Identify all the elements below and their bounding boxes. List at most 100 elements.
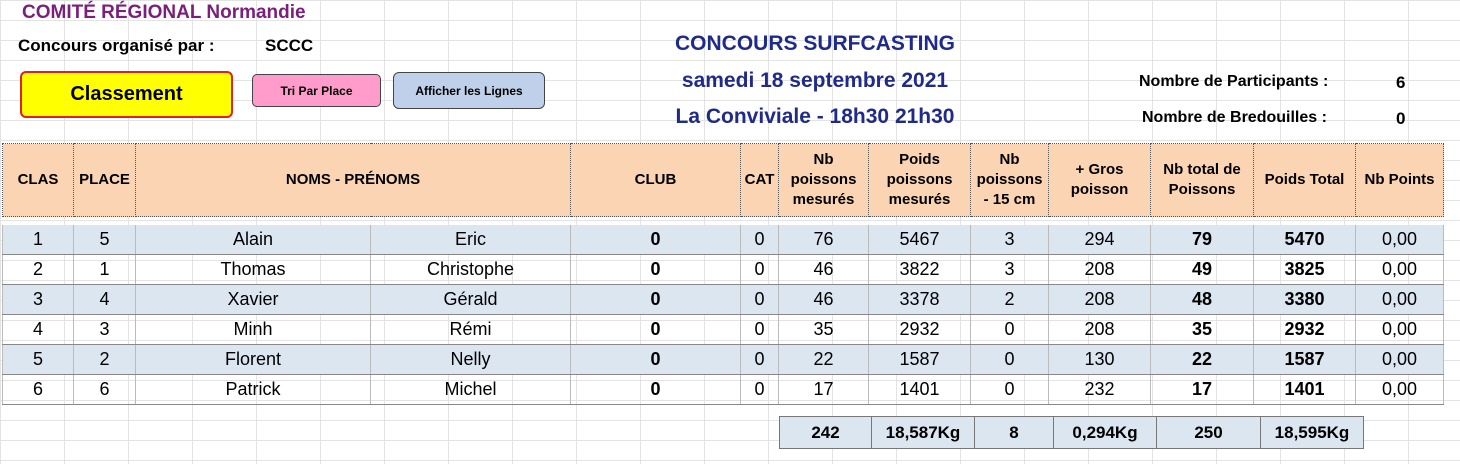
cell-poids-total[interactable]: 3825: [1253, 254, 1356, 285]
totals-row: 242 18,587Kg 8 0,294Kg 250 18,595Kg: [779, 416, 1364, 449]
cell-cat[interactable]: 0: [740, 225, 779, 255]
cell-prenom[interactable]: Christophe: [370, 254, 571, 285]
cell-gros[interactable]: 294: [1048, 225, 1151, 255]
table-row[interactable]: 3 4 Xavier Gérald 0 0 46 3378 2 208 48 3…: [2, 284, 1444, 315]
cell-nb-15[interactable]: 3: [970, 225, 1049, 255]
cell-clas[interactable]: 4: [2, 314, 74, 345]
cell-poids-total[interactable]: 1587: [1253, 344, 1356, 375]
cell-club[interactable]: 0: [570, 225, 741, 255]
table-row[interactable]: 2 1 Thomas Christophe 0 0 46 3822 3 208 …: [2, 254, 1444, 285]
cell-place[interactable]: 1: [73, 254, 136, 285]
cell-gros[interactable]: 232: [1048, 374, 1151, 405]
cell-nom[interactable]: Minh: [135, 314, 371, 345]
cell-nom[interactable]: Xavier: [135, 284, 371, 315]
cell-nb-15[interactable]: 3: [970, 254, 1049, 285]
cell-club[interactable]: 0: [570, 314, 741, 345]
cell-cat[interactable]: 0: [740, 254, 779, 285]
cell-points[interactable]: 0,00: [1355, 225, 1444, 255]
cell-nb-total[interactable]: 49: [1150, 254, 1254, 285]
cell-cat[interactable]: 0: [740, 284, 779, 315]
cell-clas[interactable]: 2: [2, 254, 74, 285]
cell-nb-mesures[interactable]: 17: [778, 374, 869, 405]
cell-poids-mesures[interactable]: 1587: [868, 344, 971, 375]
table-row[interactable]: 4 3 Minh Rémi 0 0 35 2932 0 208 35 2932 …: [2, 314, 1444, 345]
cell-nb-total[interactable]: 48: [1150, 284, 1254, 315]
cell-cat[interactable]: 0: [740, 344, 779, 375]
cell-poids-mesures[interactable]: 3822: [868, 254, 971, 285]
cell-clas[interactable]: 5: [2, 344, 74, 375]
cell-club[interactable]: 0: [570, 254, 741, 285]
cell-nb-15[interactable]: 0: [970, 344, 1049, 375]
cell-club[interactable]: 0: [570, 284, 741, 315]
cell-nb-15[interactable]: 2: [970, 284, 1049, 315]
cell-place[interactable]: 4: [73, 284, 136, 315]
cell-place[interactable]: 3: [73, 314, 136, 345]
contest-venue: La Conviviale - 18h30 21h30: [675, 105, 955, 128]
cell-clas[interactable]: 1: [2, 225, 74, 255]
cell-nb-total[interactable]: 17: [1150, 374, 1254, 405]
cell-nb-total[interactable]: 35: [1150, 314, 1254, 345]
cell-points[interactable]: 0,00: [1355, 254, 1444, 285]
total-poids-total[interactable]: 18,595Kg: [1260, 416, 1364, 449]
cell-nb-mesures[interactable]: 35: [778, 314, 869, 345]
cell-prenom[interactable]: Eric: [370, 225, 571, 255]
cell-poids-mesures[interactable]: 3378: [868, 284, 971, 315]
classement-button[interactable]: Classement: [20, 71, 233, 118]
total-nb-total[interactable]: 250: [1156, 416, 1261, 449]
cell-nb-total[interactable]: 79: [1150, 225, 1254, 255]
cell-poids-mesures[interactable]: 5467: [868, 225, 971, 255]
cell-cat[interactable]: 0: [740, 314, 779, 345]
cell-prenom[interactable]: Rémi: [370, 314, 571, 345]
cell-nb-mesures[interactable]: 22: [778, 344, 869, 375]
cell-nb-15[interactable]: 0: [970, 314, 1049, 345]
cell-points[interactable]: 0,00: [1355, 284, 1444, 315]
cell-nb-15[interactable]: 0: [970, 374, 1049, 405]
cell-poids-mesures[interactable]: 1401: [868, 374, 971, 405]
cell-nom[interactable]: Patrick: [135, 374, 371, 405]
cell-nb-mesures[interactable]: 46: [778, 284, 869, 315]
cell-nom[interactable]: Florent: [135, 344, 371, 375]
cell-nom[interactable]: Thomas: [135, 254, 371, 285]
cell-nb-mesures[interactable]: 76: [778, 225, 869, 255]
cell-club[interactable]: 0: [570, 374, 741, 405]
cell-clas[interactable]: 6: [2, 374, 74, 405]
cell-place[interactable]: 6: [73, 374, 136, 405]
cell-cat[interactable]: 0: [740, 374, 779, 405]
cell-gros[interactable]: 208: [1048, 284, 1151, 315]
header-noms: NOMS - PRÉNOMS: [135, 143, 571, 217]
tri-par-place-button[interactable]: Tri Par Place: [252, 74, 381, 107]
header-nb-15: Nb poissons - 15 cm: [970, 143, 1049, 217]
cell-clas[interactable]: 3: [2, 284, 74, 315]
contest-date: samedi 18 septembre 2021: [681, 69, 949, 92]
table-row[interactable]: 5 2 Florent Nelly 0 0 22 1587 0 130 22 1…: [2, 344, 1444, 375]
cell-points[interactable]: 0,00: [1355, 314, 1444, 345]
cell-prenom[interactable]: Nelly: [370, 344, 571, 375]
table-row[interactable]: 1 5 Alain Eric 0 0 76 5467 3 294 79 5470…: [2, 225, 1444, 255]
total-poids-mesures[interactable]: 18,587Kg: [871, 416, 975, 449]
header-points: Nb Points: [1355, 143, 1444, 217]
cell-place[interactable]: 5: [73, 225, 136, 255]
afficher-lignes-button[interactable]: Afficher les Lignes: [393, 72, 545, 109]
total-gros[interactable]: 0,294Kg: [1053, 416, 1157, 449]
cell-poids-total[interactable]: 5470: [1253, 225, 1356, 255]
cell-poids-mesures[interactable]: 2932: [868, 314, 971, 345]
cell-place[interactable]: 2: [73, 344, 136, 375]
cell-gros[interactable]: 208: [1048, 254, 1151, 285]
cell-prenom[interactable]: Gérald: [370, 284, 571, 315]
total-nb-mesures[interactable]: 242: [779, 416, 872, 449]
cell-points[interactable]: 0,00: [1355, 344, 1444, 375]
cell-nom[interactable]: Alain: [135, 225, 371, 255]
cell-poids-total[interactable]: 1401: [1253, 374, 1356, 405]
cell-points[interactable]: 0,00: [1355, 374, 1444, 405]
cell-gros[interactable]: 208: [1048, 314, 1151, 345]
cell-nb-total[interactable]: 22: [1150, 344, 1254, 375]
header-clas: CLAS: [2, 143, 74, 217]
table-row[interactable]: 6 6 Patrick Michel 0 0 17 1401 0 232 17 …: [2, 374, 1444, 405]
cell-gros[interactable]: 130: [1048, 344, 1151, 375]
cell-poids-total[interactable]: 2932: [1253, 314, 1356, 345]
cell-club[interactable]: 0: [570, 344, 741, 375]
cell-prenom[interactable]: Michel: [370, 374, 571, 405]
cell-nb-mesures[interactable]: 46: [778, 254, 869, 285]
cell-poids-total[interactable]: 3380: [1253, 284, 1356, 315]
total-nb-15[interactable]: 8: [974, 416, 1054, 449]
